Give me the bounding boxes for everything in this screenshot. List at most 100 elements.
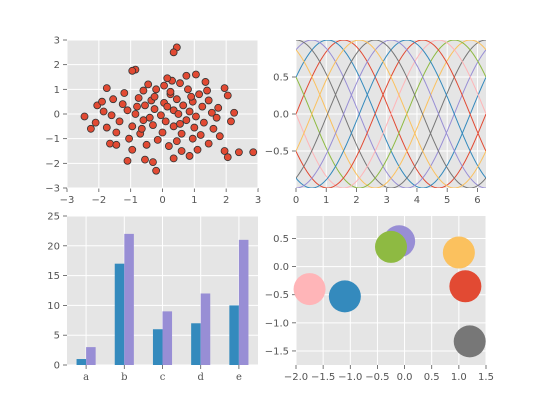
scatter-point <box>214 103 223 112</box>
y-tick-label: 0.0 <box>273 262 289 273</box>
scatter-point <box>188 134 197 143</box>
scatter-point <box>192 70 200 79</box>
x-tick-label: 1.5 <box>478 372 494 383</box>
x-tick-label: 2 <box>223 195 229 206</box>
scatter-point <box>227 117 235 126</box>
circle-marker <box>449 270 482 303</box>
scatter-point <box>234 148 243 157</box>
scatter-point <box>185 107 194 116</box>
scatter-point <box>223 91 232 100</box>
x-tick-label: 3 <box>384 195 390 206</box>
scatter-point <box>161 117 170 126</box>
scatter-point <box>190 123 199 132</box>
scatter-plot-random-points: −3 −2 −1 0 1 2 3 −3 −2 −1 0 1 2 3 <box>45 36 261 207</box>
scatter-point <box>230 108 239 117</box>
scatter-point <box>204 139 213 148</box>
scatter-point <box>198 102 207 111</box>
scatter-point <box>139 86 148 95</box>
y-tick-label: 15 <box>47 271 60 282</box>
scatter-point <box>215 132 224 141</box>
scatter-point <box>102 84 111 92</box>
y-tick-label: 0 <box>54 361 60 372</box>
scatter-point <box>187 92 196 101</box>
x-tick-label: 3 <box>255 195 261 206</box>
x-tick-label: −2 <box>91 195 106 206</box>
scatter-point <box>207 108 216 117</box>
y-tick-label: −1.0 <box>265 318 289 329</box>
scatter-point <box>144 80 153 89</box>
scatter-point <box>125 134 133 143</box>
bar <box>152 329 163 365</box>
circle-marker <box>442 236 475 269</box>
scatter-point <box>212 113 221 122</box>
x-category-label: e <box>236 372 242 383</box>
x-category-label: a <box>83 372 89 383</box>
x-tick-label: −0.5 <box>365 372 389 383</box>
scatter-point <box>99 107 108 116</box>
scatter-point <box>199 118 208 127</box>
scatter-point <box>150 92 159 101</box>
scatter-point <box>139 116 148 125</box>
x-tick-label: 0 <box>293 195 299 206</box>
scatter-point <box>164 142 173 150</box>
x-tick-label: 0.0 <box>397 372 413 383</box>
bar <box>124 233 134 365</box>
x-tick-label: 0 <box>159 195 165 206</box>
scatter-point <box>112 128 121 137</box>
colored-circles-scatter: −2.0 −1.5 −1.0 −0.5 0.0 0.5 1.0 1.5−1.5−1.0−0.5… <box>265 216 494 383</box>
x-tick-label: −1 <box>123 195 138 206</box>
x-category-label: c <box>160 372 166 383</box>
y-tick-label: 10 <box>47 301 60 312</box>
circle-marker <box>328 280 361 313</box>
y-tick-label: 20 <box>47 241 60 252</box>
y-tick-label: −2 <box>45 159 60 170</box>
scatter-point <box>172 137 181 146</box>
x-tick-label: −2.0 <box>284 372 308 383</box>
scatter-point <box>112 140 121 149</box>
scatter-point <box>123 106 132 115</box>
bar <box>229 305 239 365</box>
x-tick-label: −1.0 <box>338 372 362 383</box>
x-tick-label: 2 <box>353 195 359 206</box>
sine-series-line <box>296 40 486 188</box>
x-tick-label: 1 <box>191 195 197 206</box>
y-tick-label: −0.5 <box>265 147 289 158</box>
bar <box>191 323 201 365</box>
scatter-point <box>149 158 157 167</box>
y-tick-label: 1 <box>54 85 60 96</box>
scatter-point <box>158 128 167 137</box>
scatter-point <box>174 110 183 118</box>
scatter-point <box>152 85 161 94</box>
x-tick-label: 1.0 <box>451 372 467 383</box>
x-tick-label: −1.5 <box>311 372 335 383</box>
scatter-point <box>134 94 143 102</box>
y-tick-label: 25 <box>47 212 60 223</box>
scatter-point <box>131 110 140 118</box>
scatter-point <box>153 135 162 144</box>
y-tick-label: −3 <box>45 184 60 195</box>
y-tick-label: 0.0 <box>273 110 289 121</box>
scatter-point <box>86 124 95 133</box>
scatter-point <box>196 131 205 139</box>
bar <box>86 347 96 365</box>
scatter-point <box>128 122 137 131</box>
scatter-point <box>160 81 168 90</box>
y-tick-label: −1 <box>45 134 60 145</box>
scatter-point <box>91 118 100 127</box>
scatter-point <box>201 78 210 86</box>
y-tick-label: 5 <box>54 331 60 342</box>
x-category-label: d <box>197 372 204 383</box>
y-tick-label: −1.5 <box>265 346 289 357</box>
scatter-point <box>195 90 204 99</box>
scatter-point <box>118 100 127 109</box>
scatter-point <box>128 145 137 154</box>
scatter-point <box>109 95 118 104</box>
scatter-point <box>176 119 184 128</box>
scatter-point <box>141 155 149 164</box>
scatter-point <box>107 111 116 120</box>
scatter-point <box>169 154 178 163</box>
scatter-point <box>185 152 194 160</box>
x-tick-label: 6 <box>474 195 480 206</box>
scatter-point <box>141 101 149 110</box>
